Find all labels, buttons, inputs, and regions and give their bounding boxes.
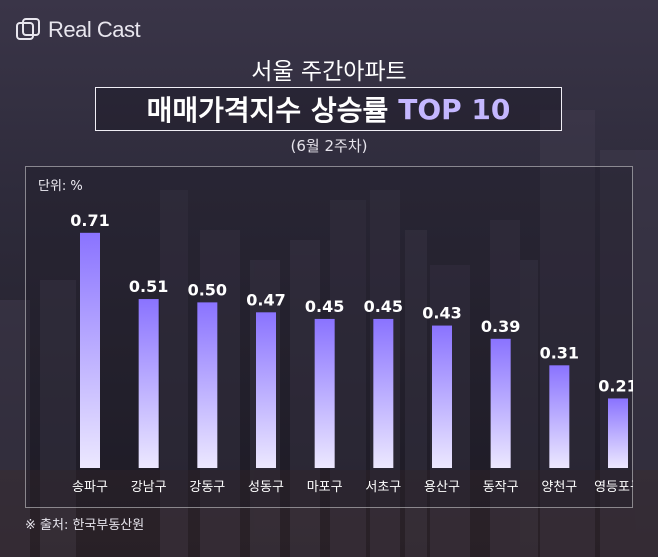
brand-name: Real Cast: [48, 17, 141, 42]
value-label: 0.21: [598, 376, 633, 395]
source-note: ※ 출처: 한국부동산원: [25, 518, 145, 533]
bar-동작구: [490, 338, 511, 468]
bar-강동구: [197, 302, 218, 468]
bar-성동구: [256, 312, 276, 468]
value-label: 0.47: [246, 290, 285, 309]
value-label: 0.43: [422, 304, 461, 323]
bar-영등포구: [608, 398, 628, 468]
chart-subtitle: 서울 주간아파트: [251, 59, 407, 85]
category-label: 성동구: [248, 480, 284, 495]
bar-강남구: [138, 299, 159, 468]
bar-마포구: [314, 318, 335, 468]
category-label: 영등포구: [594, 480, 633, 495]
bar-송파구: [80, 232, 100, 468]
bar-양천구: [549, 365, 570, 468]
category-label: 마포구: [307, 480, 343, 495]
category-label: 서초구: [365, 480, 401, 495]
value-label: 0.50: [188, 280, 227, 299]
unit-label: 단위: %: [38, 179, 83, 194]
category-label: 용산구: [424, 480, 460, 495]
category-label: 동작구: [483, 480, 519, 495]
category-label: 강동구: [189, 480, 225, 495]
chart-title-accent: TOP 10: [398, 92, 511, 126]
category-label: 강남구: [131, 480, 167, 495]
category-label: 양천구: [541, 480, 577, 495]
category-label: 송파구: [72, 480, 108, 495]
realcast-logo-icon: [16, 18, 40, 40]
value-label: 0.71: [70, 211, 109, 230]
bar-chart: 0.71 송파구 0.51 강남구 0.50 강동구 0.47 성동구 0.45 마포구 0.45 서…: [70, 211, 633, 495]
chart-date: (6월 2주차): [290, 137, 368, 155]
value-label: 0.51: [129, 277, 168, 296]
bar-용산구: [432, 325, 452, 468]
value-label: 0.31: [540, 343, 579, 362]
brand-logo: Real Cast: [14, 16, 141, 44]
bar-서초구: [373, 318, 394, 468]
value-label: 0.45: [305, 297, 344, 316]
value-label: 0.45: [364, 297, 403, 316]
chart-title-box: 매매가격지수 상승률 TOP 10: [95, 87, 562, 131]
value-label: 0.39: [481, 317, 520, 336]
chart-title-main: 매매가격지수 상승률: [146, 94, 389, 127]
